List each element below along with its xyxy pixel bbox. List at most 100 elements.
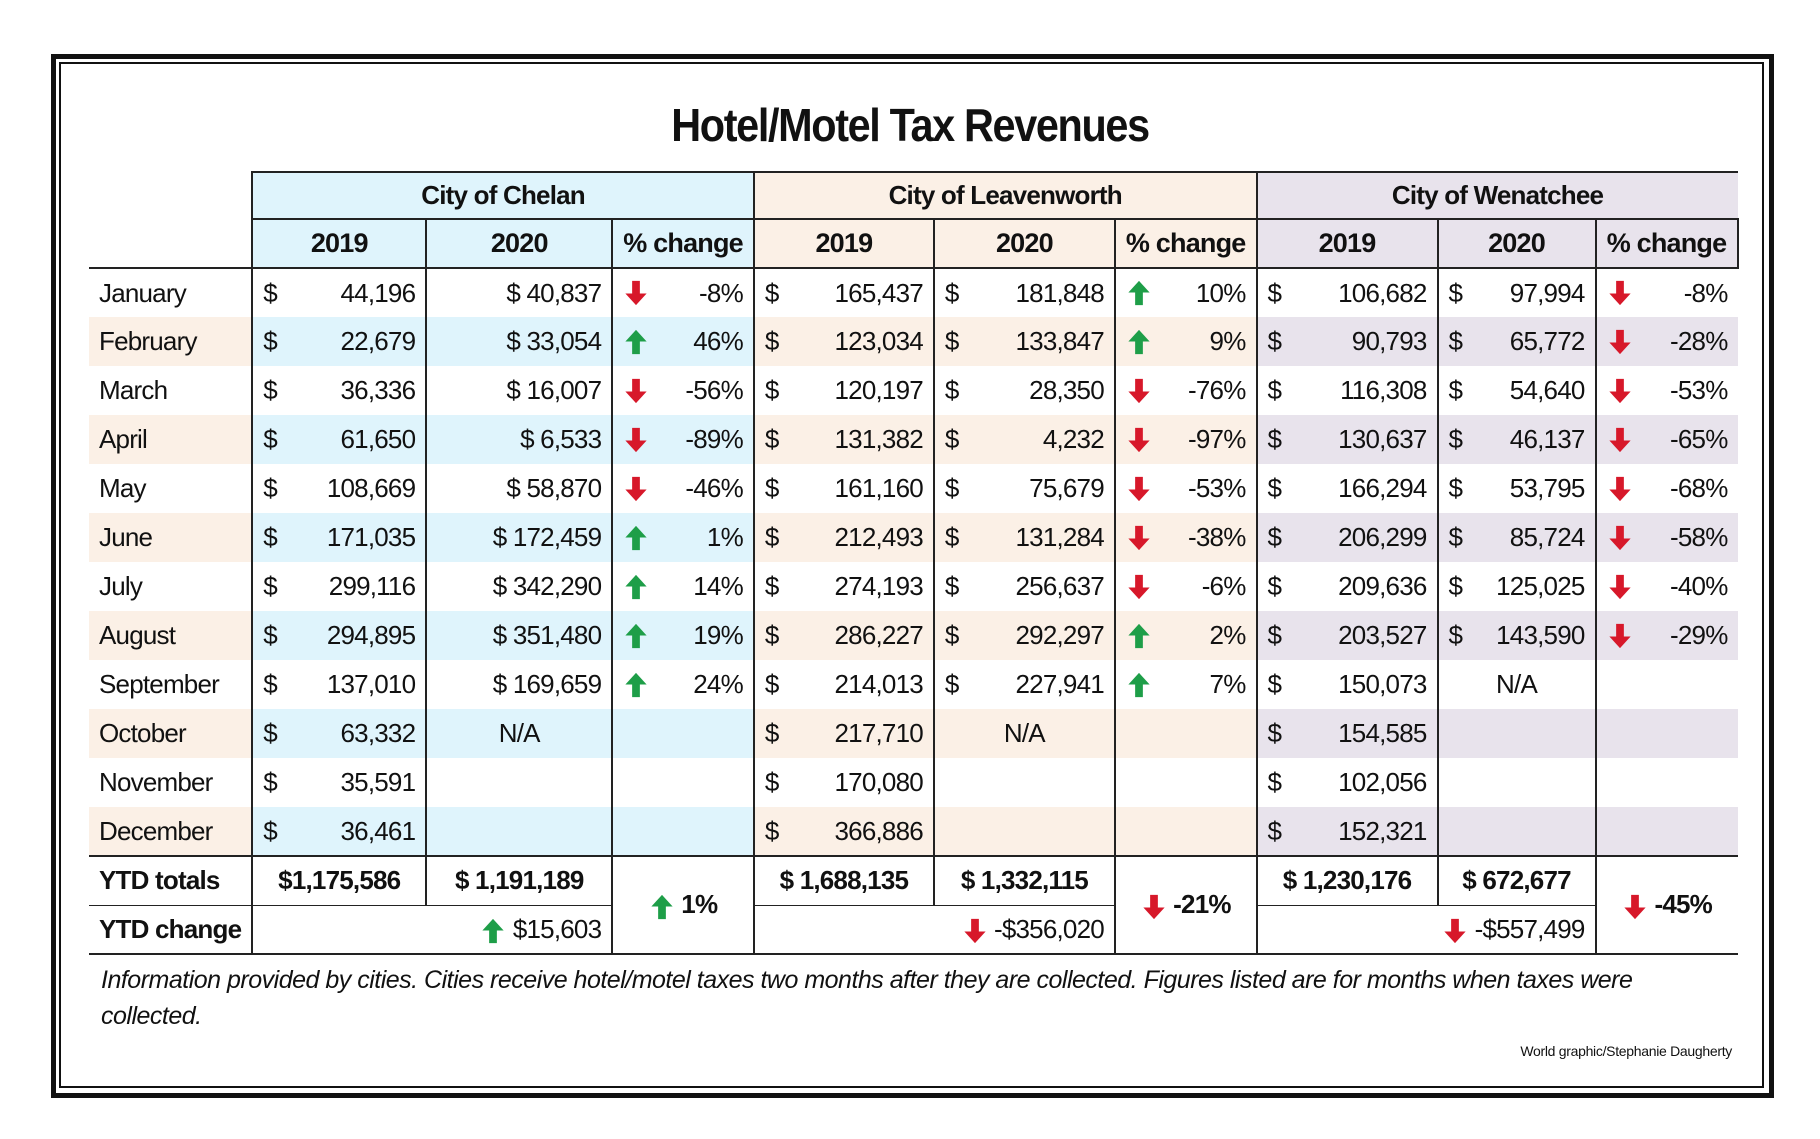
wenatchee-2019: $152,321 bbox=[1255, 807, 1438, 856]
value-2020: 46,137 bbox=[1509, 424, 1586, 454]
subheader-chelan-2: % change bbox=[611, 218, 754, 269]
leavenworth-2019: $161,160 bbox=[752, 464, 934, 513]
value-2020: 342,290 bbox=[512, 571, 602, 601]
subheader-leavenworth-2: % change bbox=[1113, 218, 1257, 269]
arrow-down-icon bbox=[1128, 525, 1150, 550]
chelan-2019: $63,332 bbox=[251, 709, 427, 758]
month-label: August bbox=[89, 611, 253, 660]
arrow-down-icon bbox=[1608, 525, 1631, 550]
leavenworth-2019: $212,493 bbox=[752, 513, 934, 562]
arrow-down-icon bbox=[1128, 574, 1150, 599]
arrow-down-icon bbox=[625, 280, 647, 306]
value-2020: 75,679 bbox=[1029, 473, 1105, 503]
leavenworth-2019: $120,197 bbox=[752, 366, 934, 415]
chelan-2020: $ 169,659 bbox=[425, 660, 613, 709]
city-header-leavenworth: City of Leavenworth bbox=[752, 171, 1257, 219]
wenatchee-2020: $65,772 bbox=[1436, 317, 1596, 366]
table-row: October $63,332 N/A $217,710 N/A $154,585 bbox=[89, 709, 1738, 758]
value-2019: 171,035 bbox=[326, 522, 416, 552]
value-2020: 181,848 bbox=[1015, 277, 1105, 308]
month-label: October bbox=[89, 709, 253, 758]
value-2020: 125,025 bbox=[1496, 571, 1585, 601]
chelan-2019: $35,591 bbox=[251, 758, 427, 807]
ytd-change-value: $15,603 bbox=[512, 913, 602, 944]
arrow-down-icon bbox=[1128, 476, 1150, 501]
value-2020: 28,350 bbox=[1029, 375, 1105, 405]
arrow-down-icon bbox=[1624, 894, 1646, 919]
arrow-up-icon bbox=[482, 918, 505, 943]
chelan-2020: $ 33,054 bbox=[425, 317, 613, 366]
pct-value: 1% bbox=[706, 522, 744, 552]
arrow-down-icon bbox=[625, 427, 647, 452]
chelan-2020: $ 6,533 bbox=[425, 415, 613, 464]
leavenworth-pct-change: 2% bbox=[1113, 611, 1257, 660]
pct-value: -6% bbox=[1201, 571, 1247, 601]
chelan-ytd-change: $15,603 bbox=[251, 904, 613, 955]
wenatchee-ytd-pct: -45% bbox=[1594, 855, 1738, 955]
leavenworth-pct-change: -38% bbox=[1113, 513, 1257, 562]
wenatchee-2020: $97,994 bbox=[1436, 268, 1596, 317]
arrow-down-icon bbox=[625, 378, 647, 403]
value-2020: 227,941 bbox=[1015, 669, 1105, 699]
leavenworth-ytd-2019: $ 1,688,135 bbox=[752, 855, 934, 905]
pct-value: -56% bbox=[685, 375, 743, 405]
value-2020: 131,284 bbox=[1015, 522, 1105, 552]
pct-value: -76% bbox=[1188, 375, 1246, 405]
ytd-totals-row: YTD totals $1,175,586 $ 1,191,189 1% $ 1,68… bbox=[89, 855, 1738, 955]
wenatchee-2019: $90,793 bbox=[1255, 317, 1438, 366]
chelan-2020: $ 172,459 bbox=[425, 513, 613, 562]
chelan-ytd-2020: $ 1,191,189 bbox=[425, 855, 613, 905]
wenatchee-2019: $130,637 bbox=[1255, 415, 1438, 464]
chelan-pct-change: -46% bbox=[611, 464, 754, 513]
chelan-2020: $ 342,290 bbox=[425, 562, 613, 611]
leavenworth-pct-change bbox=[1113, 807, 1257, 856]
wenatchee-ytd-2019: $ 1,230,176 bbox=[1255, 855, 1438, 905]
leavenworth-pct-change: -97% bbox=[1113, 415, 1257, 464]
value-2019: 120,197 bbox=[834, 375, 924, 405]
pct-value: -38% bbox=[1188, 522, 1246, 552]
value-2019: 116,308 bbox=[1340, 375, 1427, 405]
wenatchee-2019: $102,056 bbox=[1255, 758, 1438, 807]
month-label: July bbox=[99, 571, 143, 601]
leavenworth-pct-change bbox=[1113, 709, 1257, 758]
city-header-wenatchee: City of Wenatchee bbox=[1255, 171, 1738, 219]
pct-value: 14% bbox=[693, 571, 743, 601]
value-2019: 217,710 bbox=[834, 718, 924, 748]
leavenworth-2019: $217,710 bbox=[752, 709, 934, 758]
chelan-ytd-2019: $1,175,586 bbox=[251, 855, 427, 905]
leavenworth-pct-change: 10% bbox=[1113, 268, 1257, 317]
arrow-up-icon bbox=[625, 623, 647, 648]
chelan-2019: $36,336 bbox=[251, 366, 427, 415]
pct-value: -65% bbox=[1670, 424, 1728, 454]
wenatchee-2019: $206,299 bbox=[1255, 513, 1438, 562]
arrow-down-icon bbox=[1608, 623, 1631, 648]
chelan-ytd-pct: 1% bbox=[611, 855, 754, 955]
leavenworth-2019: $170,080 bbox=[752, 758, 934, 807]
leavenworth-pct-change bbox=[1113, 758, 1257, 807]
subheader-chelan-0: 2019 bbox=[251, 218, 427, 269]
value-2019: 286,227 bbox=[834, 620, 924, 650]
wenatchee-pct-change bbox=[1594, 709, 1738, 758]
chelan-2019: $171,035 bbox=[251, 513, 427, 562]
pct-value: -28% bbox=[1670, 326, 1728, 356]
value-2019: 299,116 bbox=[328, 571, 416, 601]
pct-value: -53% bbox=[1188, 473, 1246, 503]
arrow-down-icon bbox=[1608, 427, 1631, 452]
inner-border bbox=[59, 62, 1764, 1088]
wenatchee-ytd-2020: $ 672,677 bbox=[1436, 855, 1596, 905]
value-2020: 40,837 bbox=[526, 277, 603, 308]
pct-value: -68% bbox=[1670, 473, 1728, 503]
leavenworth-pct-change: -53% bbox=[1113, 464, 1257, 513]
arrow-down-icon bbox=[1143, 894, 1165, 919]
city-header-chelan: City of Chelan bbox=[251, 171, 754, 219]
value-2019: 108,669 bbox=[326, 473, 416, 503]
table-row: February $22,679 $ 33,054 46% $123,034 $133,8… bbox=[89, 317, 1738, 366]
table-row: December $36,461 $366,886 $152,321 bbox=[89, 807, 1738, 856]
chelan-2020: $ 16,007 bbox=[425, 366, 613, 415]
value-2019: 102,056 bbox=[1338, 767, 1427, 797]
table-row: July $299,116 $ 342,290 14% $274,193 $256,637… bbox=[89, 562, 1738, 611]
table-row: April $61,650 $ 6,533 -89% $131,382 $4,232 -97… bbox=[89, 415, 1738, 464]
value-2020: 172,459 bbox=[512, 522, 602, 552]
table-row: August $294,895 $ 351,480 19% $286,227 $292,2… bbox=[89, 611, 1738, 660]
leavenworth-2020: $28,350 bbox=[932, 366, 1115, 415]
